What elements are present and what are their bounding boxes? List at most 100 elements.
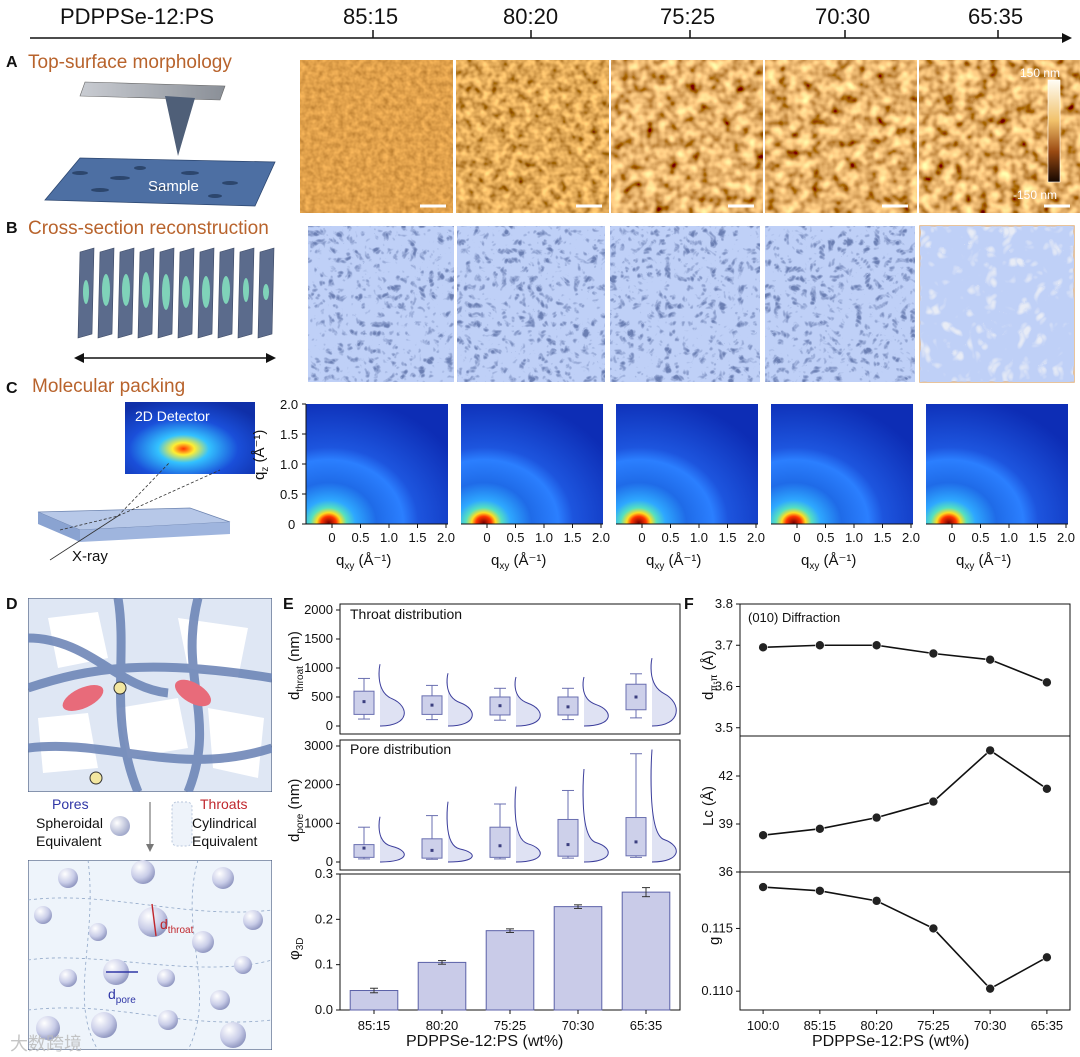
box-mean-point	[362, 846, 366, 850]
f-bottom-ylabel: g	[706, 936, 723, 945]
c-xtick-label: 2.0	[747, 530, 765, 545]
f-xtick-label: 75:25	[917, 1018, 950, 1033]
c-xtick-label: 1.0	[1000, 530, 1018, 545]
diffraction-title: (010) Diffraction	[748, 610, 841, 625]
distribution-area	[515, 676, 541, 726]
f-ytick-label: 42	[719, 768, 733, 783]
e-ytick-label: 0	[326, 854, 333, 869]
f-xtick-label: 85:15	[804, 1018, 837, 1033]
c-xlabel: qxy (Å⁻¹)	[646, 552, 702, 572]
f-data-point	[928, 796, 939, 807]
phi-bar	[553, 906, 603, 1011]
cross-section-reconstructions	[308, 225, 1075, 383]
box	[353, 844, 375, 858]
watermark: 大数跨境	[10, 1034, 82, 1054]
panel-e-letter: E	[283, 596, 294, 613]
f-xtick-label: 65:35	[1031, 1018, 1064, 1033]
afm-tip-illustration	[44, 81, 276, 207]
f-data-point	[815, 824, 825, 834]
e-bar-ytick-label: 0.3	[315, 866, 333, 881]
c-xtick-label: 1.0	[380, 530, 398, 545]
e-bar-ytick-label: 0.1	[315, 957, 333, 972]
afm-images	[300, 60, 1080, 213]
c-xtick-label: 0.5	[971, 530, 989, 545]
c-xtick-label: 0	[948, 530, 955, 545]
f-ytick-label: 3.5	[715, 720, 733, 735]
f-data-point	[1042, 952, 1052, 963]
f-ytick-label: 0.110	[701, 983, 733, 998]
distribution-area	[583, 676, 609, 726]
distribution-curve	[378, 816, 405, 863]
c-xtick-label: 1.5	[718, 530, 736, 545]
reconstruction-85-15	[308, 226, 454, 382]
distribution-area	[515, 786, 541, 862]
distribution-curve	[582, 676, 609, 727]
f-ytick-label: 39	[719, 816, 733, 831]
reconstruction-75-25	[610, 226, 760, 382]
e-top-ylabel: dthroat (nm)	[286, 631, 306, 700]
f-top-ylabel: dπ-π (Å)	[700, 650, 720, 700]
throats-label: Throats	[200, 796, 248, 812]
c-xtick-label: 2.0	[902, 530, 920, 545]
reconstruction-80-20	[457, 226, 605, 382]
c-xlabel: qxy (Å⁻¹)	[956, 552, 1012, 572]
afm-image-80-20	[456, 60, 609, 213]
c-xtick-label: 1.0	[690, 530, 708, 545]
distribution-area	[379, 664, 405, 726]
colorbar-max-label: 150 nm	[1020, 66, 1061, 80]
cross-section-slices-illustration	[74, 247, 276, 363]
phi-bar	[485, 930, 535, 1011]
f-data-point	[871, 812, 882, 823]
e-axes-frame	[339, 739, 681, 871]
e-bottom-ylabel: φ3D	[286, 937, 306, 960]
c-xlabel: qxy (Å⁻¹)	[801, 552, 857, 572]
f-data-point	[871, 896, 882, 906]
f-axes-frame	[739, 735, 1071, 873]
f-data-point	[815, 886, 825, 896]
throats-desc-2: Equivalent	[192, 833, 258, 849]
c-xtick-label: 0	[483, 530, 490, 545]
afm-image-70-30	[765, 60, 917, 213]
c-xtick-label: 0.5	[661, 530, 679, 545]
throats-desc-1: Cylindrical	[192, 815, 257, 831]
panel-f-letter: F	[684, 596, 694, 613]
ratio-label-4: 70:30	[815, 4, 871, 29]
distribution-curve	[514, 786, 541, 863]
distribution-area	[447, 801, 473, 862]
pores-label: Pores	[52, 796, 89, 812]
equivalent-shapes-icon	[110, 801, 193, 852]
panel-c-title: Molecular packing	[32, 376, 186, 397]
f-data-point	[985, 745, 995, 756]
f-data-point	[815, 640, 825, 651]
e-ytick-label: 500	[311, 689, 333, 704]
f-ytick-label: 3.6	[715, 679, 733, 694]
phi-bar	[621, 891, 671, 1011]
panel-d-letter: D	[6, 596, 18, 613]
f-mid-ylabel: Lc (Å)	[700, 785, 717, 826]
panel-b-letter: B	[6, 220, 18, 237]
ratio-label-5: 65:35	[968, 4, 1024, 29]
f-data-point	[928, 648, 939, 659]
e-ytick-label: 1000	[304, 815, 333, 830]
f-data-point	[985, 654, 995, 665]
box-mean-point	[634, 840, 638, 844]
pore-distribution-title: Pore distribution	[350, 741, 452, 757]
panel-f-charts: 3.5 3.6 3.7 3.8 36 39 42 0.110 0.115 100:0 85:15 80…	[701, 596, 1071, 1033]
panel-c-letter: C	[6, 380, 18, 397]
f-ytick-label: 3.8	[715, 596, 733, 611]
f-ytick-label: 36	[719, 864, 733, 879]
d-throat-label: dthroat	[160, 916, 194, 936]
distribution-area	[583, 769, 609, 862]
e-mid-ylabel: dpore (nm)	[286, 778, 306, 842]
box	[557, 818, 579, 857]
c-xtick-label: 1.5	[873, 530, 891, 545]
box-mean-point	[362, 700, 366, 704]
giwaxs-70-30	[771, 404, 913, 524]
c-xtick-label: 1.0	[845, 530, 863, 545]
c-ytick-0: 0	[288, 517, 296, 532]
distribution-curve	[650, 749, 677, 863]
f-series-line	[763, 886, 1048, 990]
e-ytick-label: 3000	[304, 738, 333, 753]
c-xtick-label: 2.0	[437, 530, 455, 545]
distribution-curve	[582, 768, 609, 863]
